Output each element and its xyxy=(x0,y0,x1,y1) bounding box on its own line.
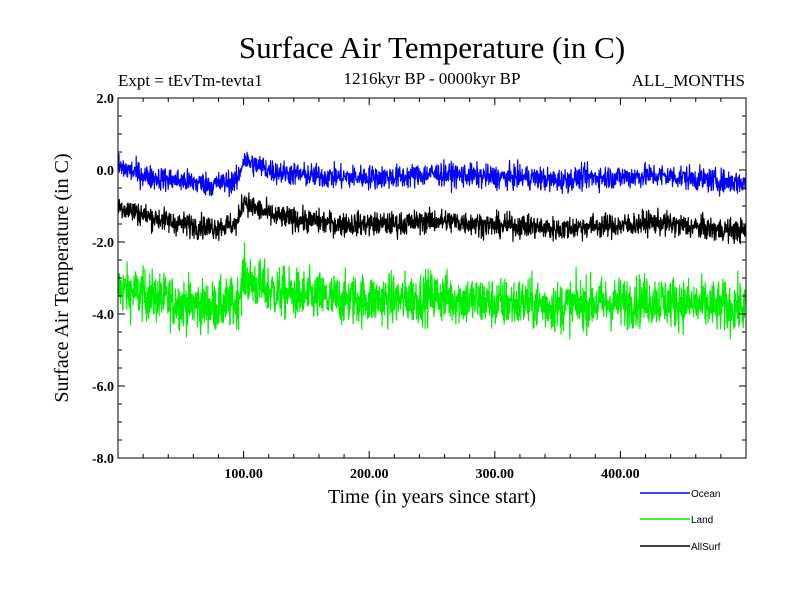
legend-label-ocean: Ocean xyxy=(691,489,720,500)
y-axis-label: Surface Air Temperature (in C) xyxy=(51,153,73,402)
experiment-label: Expt = tEvTm-tevta1 xyxy=(118,71,263,90)
y-tick-label: -6.0 xyxy=(92,380,114,395)
x-tick-label: 300.00 xyxy=(476,467,515,482)
legend: Ocean Land AllSurf xyxy=(640,489,721,553)
series-layer xyxy=(117,151,747,340)
months-label: ALL_MONTHS xyxy=(632,71,745,90)
y-tick-label: -4.0 xyxy=(92,308,114,323)
series-line-land xyxy=(117,242,747,340)
y-tick-label: 0.0 xyxy=(97,164,115,179)
period-label: 1216kyr BP - 0000kyr BP xyxy=(344,69,521,88)
series-line-allsurf xyxy=(117,192,747,245)
legend-label-allsurf: AllSurf xyxy=(691,542,721,553)
chart-title: Surface Air Temperature (in C) xyxy=(239,30,625,65)
x-tick-label: 200.00 xyxy=(350,467,389,482)
y-tick-label: -2.0 xyxy=(92,236,114,251)
y-tick-label: 2.0 xyxy=(97,92,115,107)
legend-label-land: Land xyxy=(691,515,713,526)
ticks-layer: 2.0 0.0 -2.0 -4.0 -6.0 -8.0 100.00 200.00 300.00… xyxy=(92,92,746,482)
x-tick-label: 100.00 xyxy=(224,467,263,482)
y-tick-label: -8.0 xyxy=(92,452,114,467)
series-line-ocean xyxy=(117,151,747,198)
x-axis-label: Time (in years since start) xyxy=(328,486,536,508)
x-tick-label: 400.00 xyxy=(601,467,640,482)
